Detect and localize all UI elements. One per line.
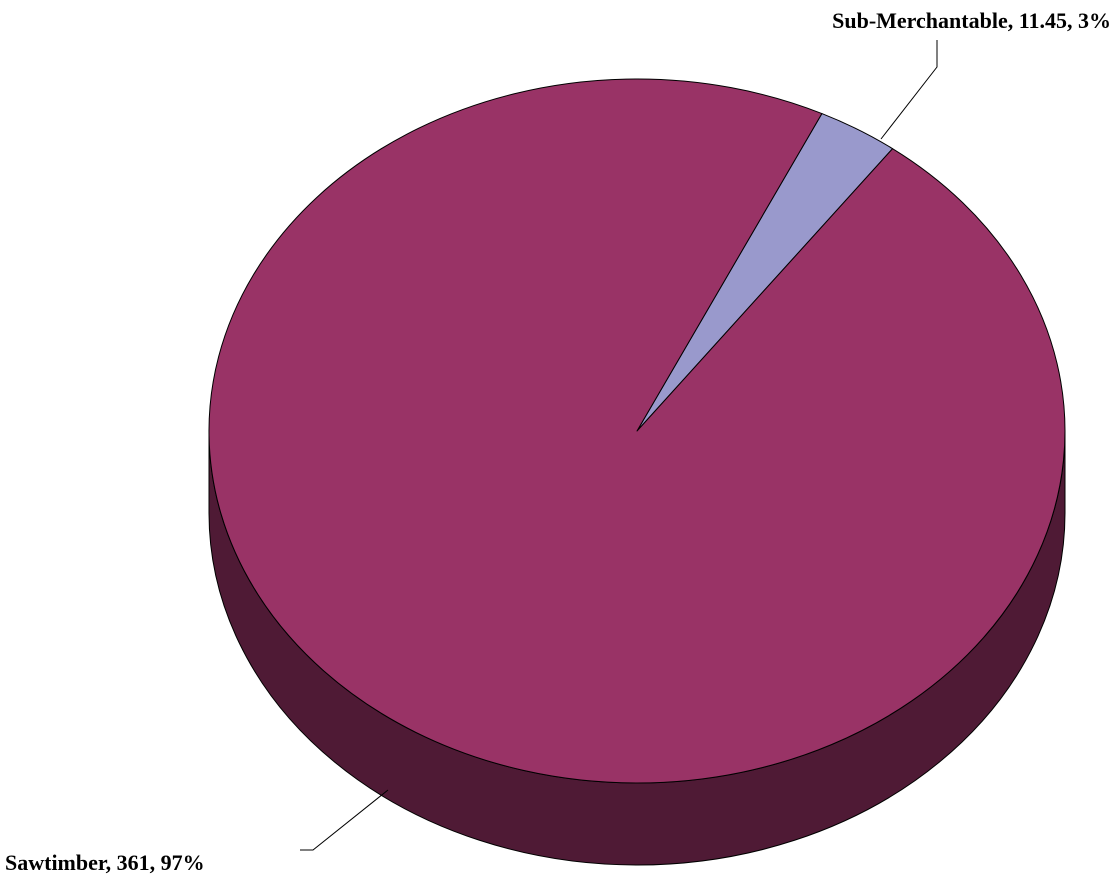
- data-label-sawtimber: Sawtimber, 361, 97%: [5, 850, 205, 875]
- label-leader-lines: [300, 40, 938, 851]
- data-label-sub-merchantable: Sub-Merchantable, 11.45, 3%: [832, 8, 1111, 33]
- leader-line-sawtimber: [300, 789, 389, 851]
- pie-top-slices: [208, 78, 1066, 784]
- pie-slice-sawtimber: [208, 78, 1066, 784]
- leader-line-sub-merchantable: [880, 40, 938, 140]
